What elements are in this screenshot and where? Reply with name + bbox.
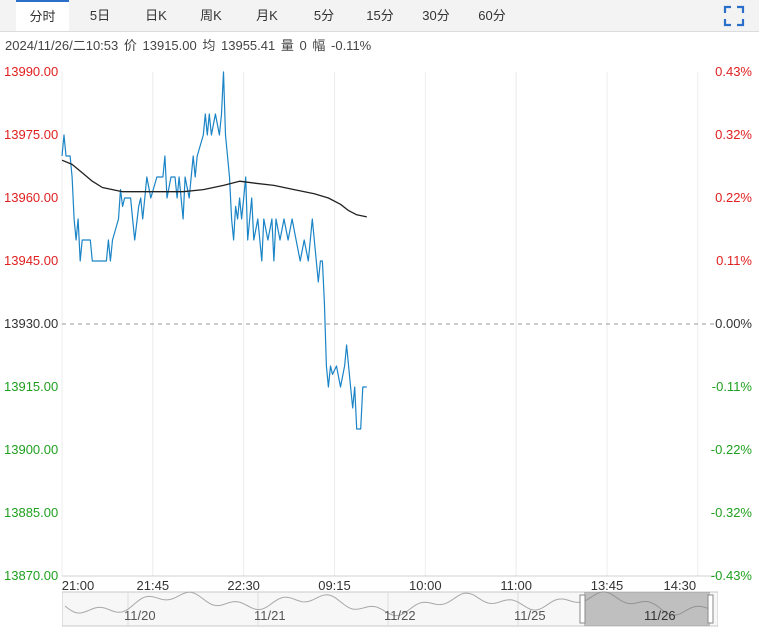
price-tick-label: 13975.00 — [4, 127, 59, 142]
percent-tick-label: -0.22% — [710, 442, 752, 457]
avg-value: 13955.41 — [221, 38, 276, 53]
percent-tick-label: 0.22% — [715, 190, 752, 205]
volume-value: 0 — [299, 38, 307, 53]
average-price-line — [61, 159, 367, 218]
tab-15min[interactable]: 15分 — [366, 8, 394, 23]
period-tabbar: 分时 5日 日K 周K 月K 5分 15分 30分 60分 — [0, 0, 759, 32]
time-tick-label: 13:45 — [590, 578, 624, 593]
quote-datetime: 2024/11/26/二10:53 — [5, 38, 119, 53]
price-tick-label: 13915.00 — [4, 379, 59, 394]
navigator-date-label: 11/25 — [514, 608, 546, 623]
percent-tick-label: 0.32% — [715, 127, 752, 142]
tab-monthly-k[interactable]: 月K — [256, 8, 278, 23]
percent-tick-label: 0.43% — [715, 64, 752, 79]
percent-tick-label: 0.00% — [715, 316, 752, 331]
tab-daily-k[interactable]: 日K — [145, 8, 167, 23]
navigator-date-label: 11/26 — [644, 608, 676, 623]
change-label: 幅 — [312, 38, 326, 53]
tab-weekly-k[interactable]: 周K — [200, 8, 222, 23]
volume-label: 量 — [280, 38, 294, 53]
avg-label: 均 — [202, 38, 216, 53]
price-tick-label: 13990.00 — [4, 64, 59, 79]
percent-tick-label: -0.32% — [710, 505, 752, 520]
price-label: 价 — [123, 38, 137, 53]
navigator-date-label: 11/21 — [254, 608, 286, 623]
navigator-right-handle[interactable] — [707, 594, 714, 624]
price-tick-label: 13960.00 — [4, 190, 59, 205]
price-value: 13915.00 — [142, 38, 197, 53]
time-tick-label: 11:00 — [500, 578, 532, 593]
navigator-overview-line — [64, 591, 714, 617]
price-tick-label: 13870.00 — [4, 568, 59, 583]
navigator-left-handle[interactable] — [579, 594, 586, 624]
quote-info-bar: 2024/11/26/二10:53 价 13915.00 均 13955.41 … — [0, 33, 373, 59]
tab-5day[interactable]: 5日 — [89, 8, 111, 23]
time-tick-label: 21:45 — [136, 578, 170, 593]
navigator-date-label: 11/20 — [124, 608, 156, 623]
time-tick-label: 14:30 — [663, 578, 697, 593]
price-tick-label: 13945.00 — [4, 253, 59, 268]
navigator-selected-range[interactable] — [584, 592, 710, 626]
time-tick-label: 22:30 — [227, 578, 260, 593]
navigator-date-label: 11/22 — [384, 608, 416, 623]
price-tick-label: 13930.00 — [4, 316, 59, 331]
price-tick-label: 13900.00 — [4, 442, 59, 457]
change-value: -0.11% — [331, 38, 372, 53]
time-tick-label: 10:00 — [409, 578, 442, 593]
percent-tick-label: 0.11% — [716, 253, 752, 268]
percent-tick-label: -0.43% — [710, 568, 752, 583]
tab-intraday[interactable]: 分时 — [16, 0, 69, 31]
tab-30min[interactable]: 30分 — [422, 8, 450, 23]
tab-5min[interactable]: 5分 — [313, 8, 335, 23]
price-line — [61, 71, 367, 430]
time-tick-label: 09:15 — [318, 578, 351, 593]
percent-tick-label: -0.11% — [711, 379, 752, 394]
tab-60min[interactable]: 60分 — [478, 8, 506, 23]
fullscreen-icon[interactable] — [723, 5, 745, 27]
price-tick-label: 13885.00 — [4, 505, 59, 520]
range-navigator[interactable]: 11/20 11/21 11/22 11/25 11/26 — [61, 591, 719, 627]
navigator-svg: 11/20 11/21 11/22 11/25 11/26 — [61, 591, 719, 627]
time-tick-label: 21:00 — [61, 578, 95, 593]
